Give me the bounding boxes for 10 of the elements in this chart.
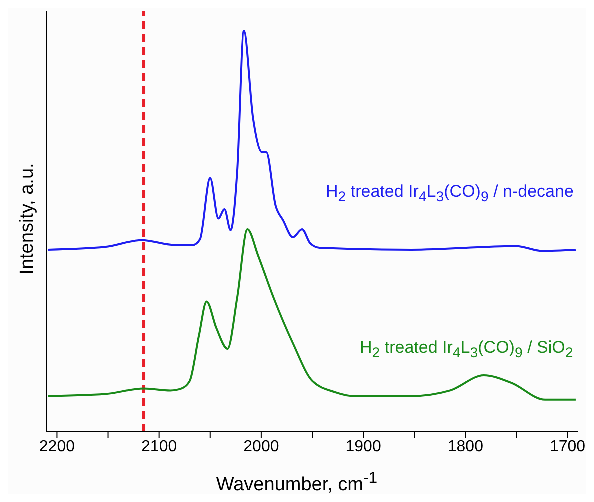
x-tick-label: 2100 [142, 438, 178, 456]
y-axis-title: Intensity, a.u. [17, 162, 39, 277]
x-tick-label: 2000 [244, 438, 280, 456]
x-tick-label: 1700 [550, 438, 586, 456]
x-tick-label: 1800 [448, 438, 484, 456]
text: H$_{2}$ treated Ir$_{4}$L$_{3}$(CO)$_{9}$ / n-decane [326, 182, 574, 206]
text: H$_{2}$ treated Ir$_{4}$L$_{3}$(CO)$_{9}$ / SiO$_{2}$ [360, 338, 574, 362]
x-axis-title: Wavenumber, cm$^{-1}$ [215, 470, 379, 496]
x-tick-label: 2200 [39, 438, 76, 456]
x-tick-label: 1900 [346, 438, 382, 456]
